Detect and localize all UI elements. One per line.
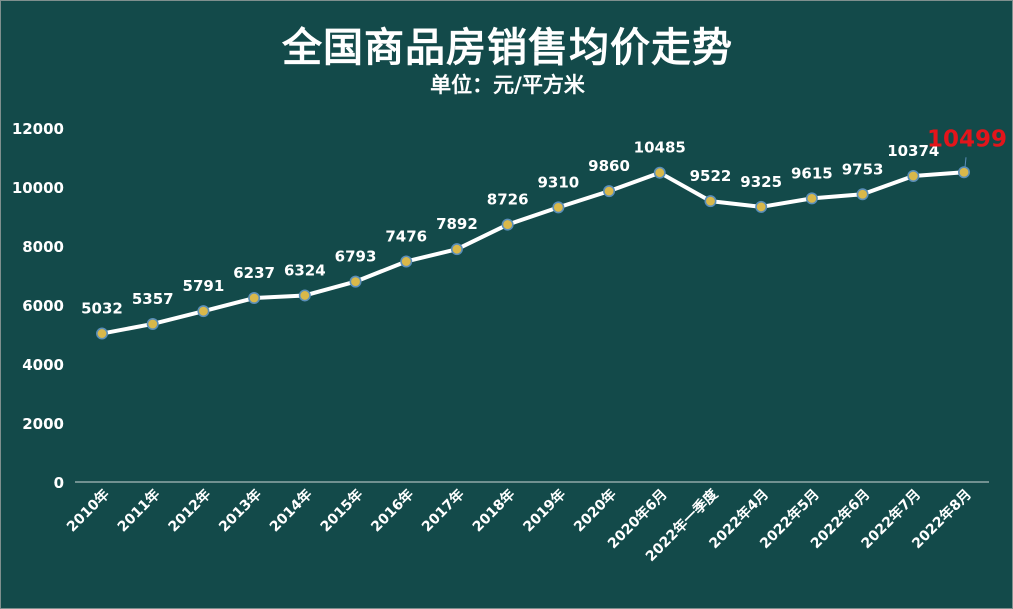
data-point	[450, 243, 463, 256]
x-tick-label: 2010年	[63, 486, 112, 535]
series-line	[100, 170, 966, 336]
data-labels: 5032 5357 5791 6237 6324 6793 7476 7892 8726 9310…	[81, 139, 939, 318]
data-label: 9615	[791, 164, 833, 182]
y-tick-label: 6000	[22, 297, 64, 315]
x-tick-labels: 2010年 2011年 2012年 2013年 2014年 2015年 2016年 2017年…	[63, 485, 974, 565]
data-point	[248, 292, 261, 305]
chart-subtitle: 单位：元/平方米	[430, 73, 585, 97]
data-label: 9860	[588, 157, 630, 175]
x-tick-label: 2018年	[469, 486, 518, 535]
data-point	[704, 195, 717, 208]
data-point	[552, 201, 565, 214]
data-point	[856, 188, 869, 201]
x-tick-label: 2017年	[418, 486, 467, 535]
data-label: 10374	[887, 142, 939, 160]
x-tick-label: 2020年	[570, 486, 619, 535]
x-tick-label: 2013年	[215, 486, 264, 535]
data-point	[907, 169, 920, 182]
data-label: 7892	[436, 215, 478, 233]
x-tick-label: 2012年	[165, 486, 214, 535]
chart-title: 全国商品房销售均价走势	[282, 25, 733, 71]
y-tick-label: 10000	[12, 179, 64, 197]
data-point	[805, 192, 818, 205]
data-label: 7476	[385, 227, 427, 245]
data-point	[957, 166, 970, 179]
data-label: 5032	[81, 300, 123, 318]
data-label: 9753	[842, 160, 884, 178]
data-label: 6324	[284, 261, 326, 279]
data-markers	[96, 166, 970, 340]
data-label: 9522	[690, 167, 732, 185]
highlight-callout-line	[964, 157, 967, 168]
data-point	[501, 218, 514, 231]
data-label: 5791	[183, 277, 225, 295]
y-tick-label: 2000	[22, 415, 64, 433]
x-tick-label: 2019年	[520, 486, 569, 535]
x-tick-label: 2014年	[266, 486, 315, 535]
x-tick-label: 2015年	[317, 486, 366, 535]
data-label: 6237	[233, 264, 275, 282]
y-tick-label: 12000	[12, 120, 64, 138]
x-tick-label: 2016年	[368, 486, 417, 535]
y-tick-label: 0	[54, 474, 64, 492]
data-label: 5357	[132, 290, 174, 308]
y-tick-label: 8000	[22, 238, 64, 256]
y-tick-label: 4000	[22, 356, 64, 374]
data-point	[755, 200, 768, 213]
y-tick-labels: 0 2000 4000 6000 8000 10000 12000	[12, 120, 64, 492]
data-label: 6793	[335, 248, 377, 266]
data-label: 9325	[740, 173, 782, 191]
highlight-value-label: 10499	[927, 126, 1007, 152]
data-point	[298, 289, 311, 302]
data-label: 9310	[537, 173, 579, 191]
data-point	[653, 166, 666, 179]
data-point	[96, 327, 109, 340]
data-label: 10485	[634, 139, 686, 157]
data-point	[400, 255, 413, 268]
data-point	[146, 317, 159, 330]
data-point	[197, 305, 210, 318]
data-point	[603, 185, 616, 198]
data-point	[349, 275, 362, 288]
data-label: 8726	[487, 191, 529, 209]
x-tick-label: 2011年	[114, 486, 163, 535]
